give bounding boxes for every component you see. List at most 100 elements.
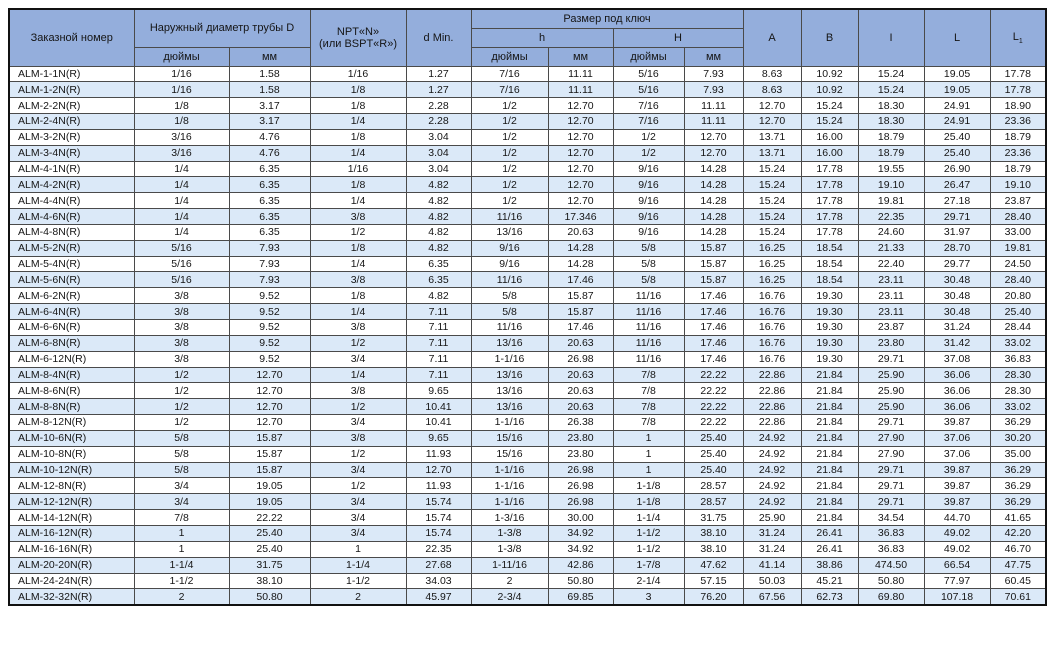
cell-d-min: 6.35 <box>405 255 472 273</box>
cell-L: 25.40 <box>923 128 991 146</box>
cell-A: 8.63 <box>742 65 802 83</box>
cell-h-inches: 15/16 <box>470 429 549 447</box>
cell-I: 19.81 <box>857 192 925 210</box>
cell-h-mm: 26.38 <box>547 414 614 431</box>
cell-h-mm: 15.87 <box>547 303 614 320</box>
cell-I: 21.33 <box>857 239 925 257</box>
cell-A: 16.76 <box>742 287 802 305</box>
cell-h-mm: 26.98 <box>547 350 614 368</box>
cell-L: 24.91 <box>923 97 991 115</box>
cell-B: 10.92 <box>800 65 859 83</box>
header-col-a: A <box>742 8 802 67</box>
cell-B: 18.54 <box>800 255 859 273</box>
cell-d-mm: 7.93 <box>228 239 311 257</box>
cell-npt: 1/8 <box>309 97 407 115</box>
cell-npt: 1/4 <box>309 255 407 273</box>
cell-L1: 18.79 <box>989 160 1047 178</box>
cell-h-mm: 42.86 <box>547 556 614 574</box>
cell-H-mm: 38.10 <box>683 524 744 542</box>
cell-H-mm: 14.28 <box>683 176 744 194</box>
table-row: ALM-8-8N(R) 1/2 12.70 1/2 10.41 13/16 20.63 7/8… <box>8 398 1047 416</box>
cell-B: 18.54 <box>800 239 859 257</box>
cell-h-mm: 26.98 <box>547 477 614 495</box>
cell-B: 21.84 <box>800 414 859 431</box>
table-row: ALM-2-2N(R) 1/8 3.17 1/8 2.28 1/2 12.70 7/16 11.… <box>8 97 1047 115</box>
cell-npt: 3/4 <box>309 414 407 431</box>
cell-npt: 3/8 <box>309 208 407 225</box>
cell-H-mm: 31.75 <box>683 509 744 526</box>
cell-npt: 1/2 <box>309 398 407 416</box>
cell-L: 30.48 <box>923 303 991 320</box>
cell-H-inches: 1 <box>612 461 685 479</box>
header-npt: NPT«N» (или BSPT«R») <box>309 8 407 67</box>
cell-d-min: 7.11 <box>405 334 472 352</box>
cell-A: 12.70 <box>742 97 802 115</box>
cell-I: 22.35 <box>857 208 925 225</box>
cell-H-inches: 5/8 <box>612 239 685 257</box>
cell-d-inches: 5/8 <box>133 429 230 447</box>
cell-d-inches: 1/16 <box>133 65 230 83</box>
cell-A: 25.90 <box>742 509 802 526</box>
cell-order-number: ALM-4-1N(R) <box>8 160 135 178</box>
cell-L1: 28.40 <box>989 208 1047 225</box>
cell-B: 16.00 <box>800 128 859 146</box>
cell-h-inches: 1-1/16 <box>470 414 549 431</box>
cell-L: 29.77 <box>923 255 991 273</box>
cell-H-mm: 17.46 <box>683 287 744 305</box>
cell-B: 21.84 <box>800 366 859 384</box>
cell-d-min: 1.27 <box>405 65 472 83</box>
cell-d-mm: 7.93 <box>228 271 311 289</box>
cell-d-inches: 3/8 <box>133 319 230 336</box>
cell-d-inches: 3/8 <box>133 350 230 368</box>
cell-H-mm: 17.46 <box>683 303 744 320</box>
cell-d-mm: 4.76 <box>228 128 311 146</box>
table-row: ALM-6-8N(R) 3/8 9.52 1/2 7.11 13/16 20.63 11/16… <box>8 334 1047 352</box>
cell-d-min: 4.82 <box>405 223 472 241</box>
cell-h-mm: 14.28 <box>547 239 614 257</box>
cell-I: 29.71 <box>857 477 925 495</box>
cell-d-inches: 3/4 <box>133 493 230 511</box>
cell-H-mm: 14.28 <box>683 223 744 241</box>
cell-h-inches: 1-1/16 <box>470 461 549 479</box>
table-row: ALM-2-4N(R) 1/8 3.17 1/4 2.28 1/2 12.70 7/16 11.… <box>8 113 1047 130</box>
cell-L: 36.06 <box>923 398 991 416</box>
cell-d-min: 1.27 <box>405 81 472 99</box>
cell-A: 22.86 <box>742 366 802 384</box>
cell-order-number: ALM-20-20N(R) <box>8 556 135 574</box>
cell-H-mm: 22.22 <box>683 398 744 416</box>
cell-L1: 36.29 <box>989 461 1047 479</box>
cell-d-mm: 9.52 <box>228 334 311 352</box>
header-col-l1-sub: 1 <box>1018 37 1023 45</box>
cell-order-number: ALM-8-8N(R) <box>8 398 135 416</box>
cell-order-number: ALM-5-6N(R) <box>8 271 135 289</box>
cell-I: 18.30 <box>857 113 925 130</box>
cell-npt: 3/8 <box>309 429 407 447</box>
cell-L1: 24.50 <box>989 255 1047 273</box>
cell-L1: 35.00 <box>989 445 1047 463</box>
cell-h-mm: 23.80 <box>547 445 614 463</box>
cell-order-number: ALM-8-6N(R) <box>8 382 135 400</box>
cell-order-number: ALM-2-2N(R) <box>8 97 135 115</box>
cell-H-inches: 1/2 <box>612 144 685 162</box>
table-row: ALM-4-1N(R) 1/4 6.35 1/16 3.04 1/2 12.70 9/16 14… <box>8 160 1047 178</box>
table-row: ALM-3-4N(R) 3/16 4.76 1/4 3.04 1/2 12.70 1/2 12.… <box>8 144 1047 162</box>
cell-L: 37.06 <box>923 429 991 447</box>
header-col-b: B <box>800 8 859 67</box>
cell-H-inches: 9/16 <box>612 208 685 225</box>
cell-L1: 19.10 <box>989 176 1047 194</box>
cell-A: 24.92 <box>742 461 802 479</box>
cell-H-mm: 76.20 <box>683 588 744 606</box>
table-row: ALM-6-2N(R) 3/8 9.52 1/8 4.82 5/8 15.87 11/16 17… <box>8 287 1047 305</box>
cell-L1: 28.30 <box>989 382 1047 400</box>
cell-d-min: 2.28 <box>405 97 472 115</box>
cell-d-mm: 3.17 <box>228 97 311 115</box>
cell-A: 16.25 <box>742 239 802 257</box>
cell-d-mm: 12.70 <box>228 414 311 431</box>
cell-h-inches: 13/16 <box>470 382 549 400</box>
cell-L1: 23.36 <box>989 113 1047 130</box>
cell-h-inches: 9/16 <box>470 239 549 257</box>
cell-L1: 19.81 <box>989 239 1047 257</box>
table-row: ALM-10-8N(R) 5/8 15.87 1/2 11.93 15/16 23.80 1 2… <box>8 445 1047 463</box>
cell-L1: 33.02 <box>989 334 1047 352</box>
cell-I: 22.40 <box>857 255 925 273</box>
